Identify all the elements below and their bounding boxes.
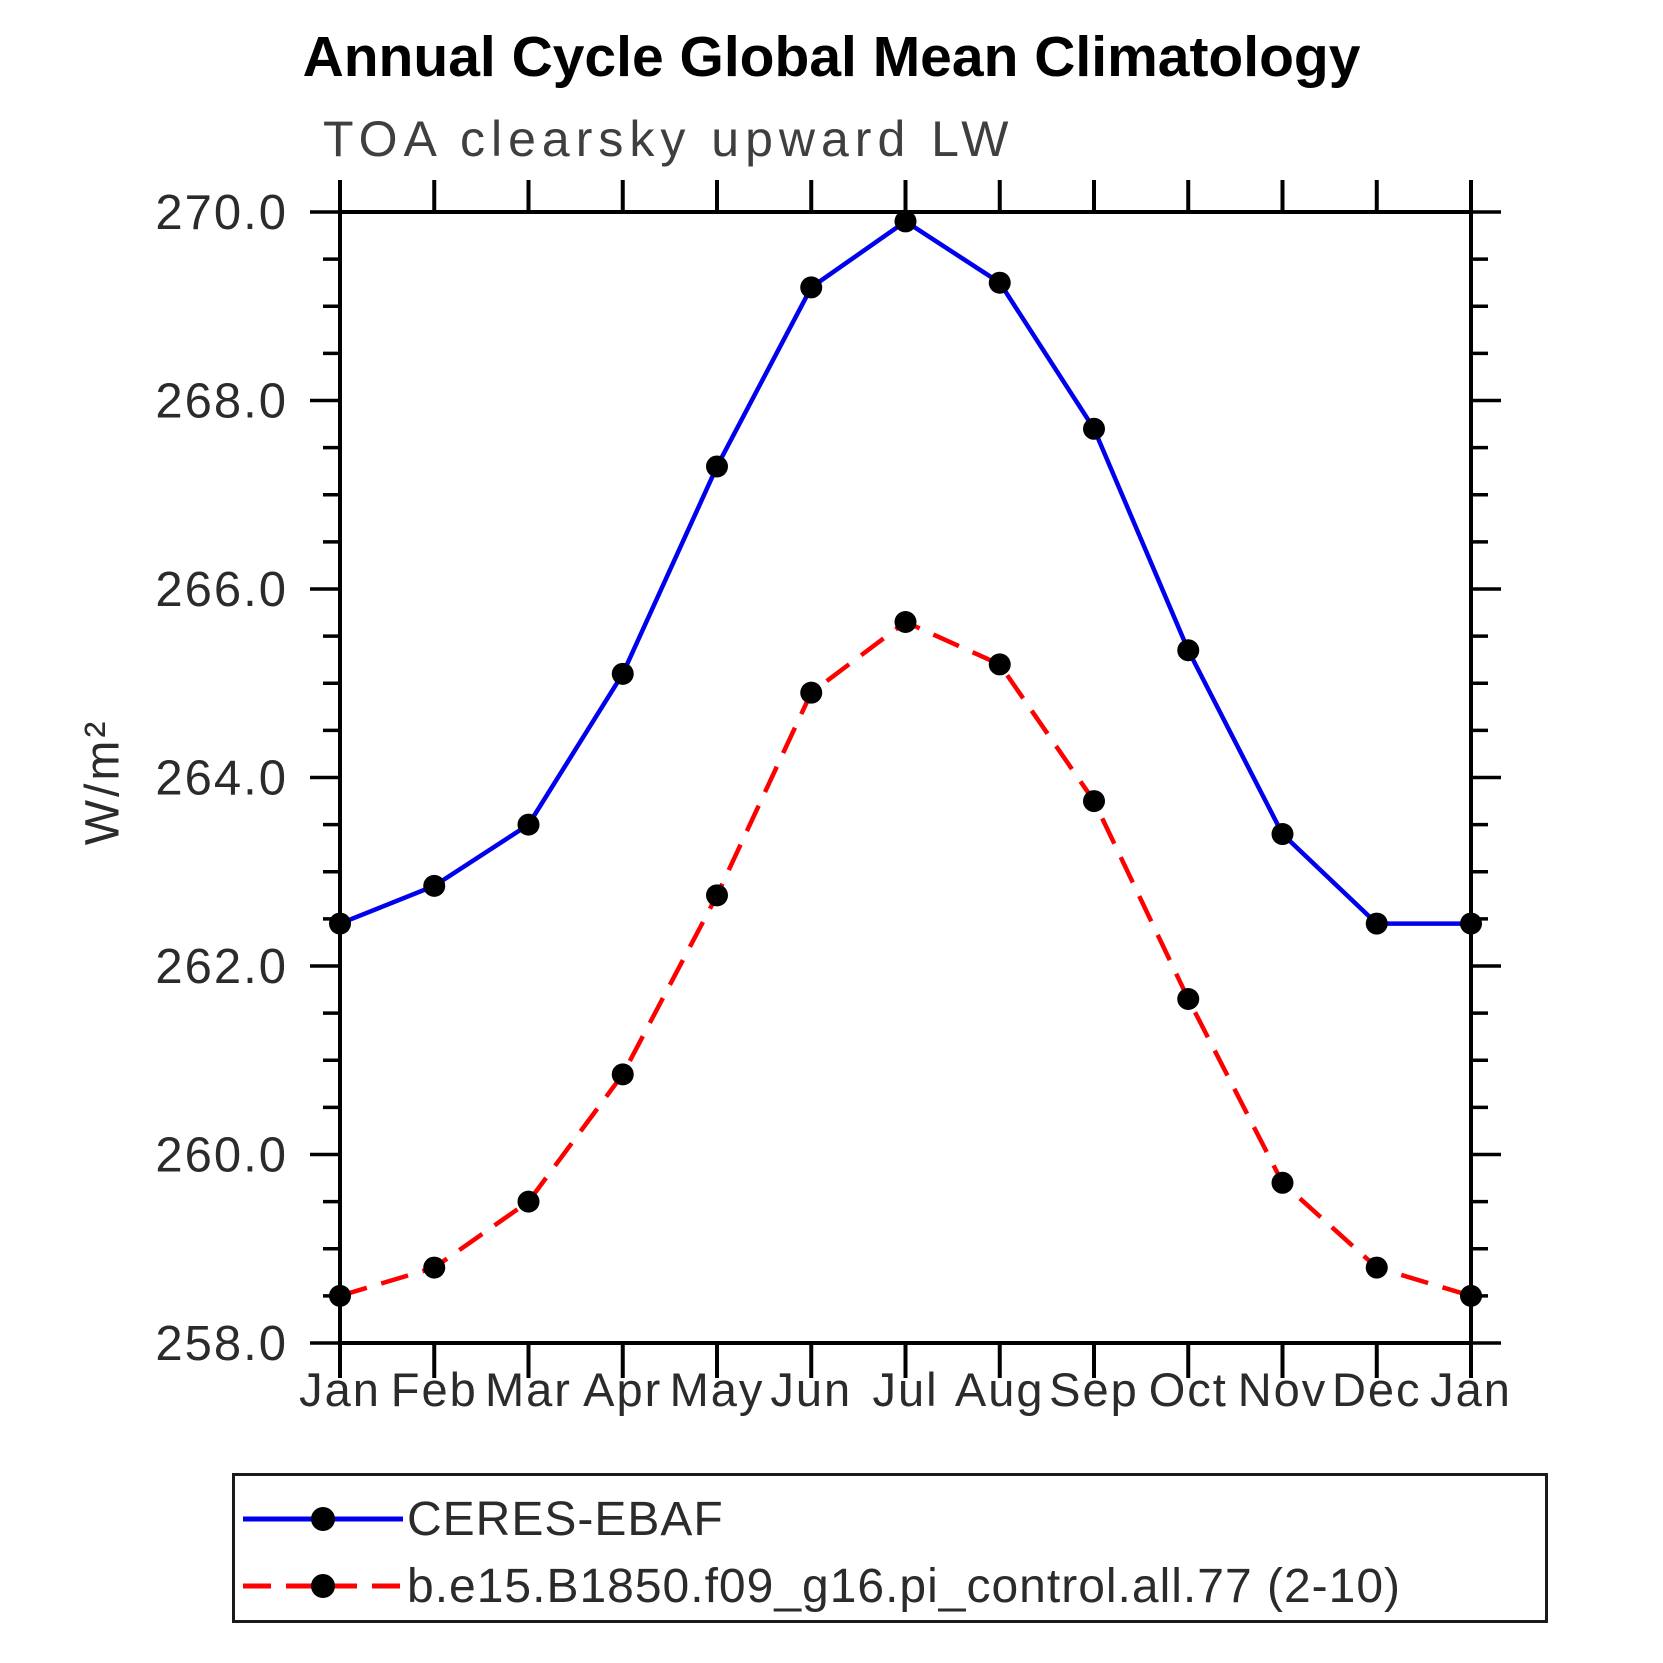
data-point (894, 210, 917, 233)
data-point (894, 610, 917, 633)
x-tick-label: Jul (872, 1363, 938, 1416)
data-point (517, 1190, 540, 1213)
x-axis-ticks (338, 180, 1473, 1378)
series-markers-1 (329, 610, 1482, 1307)
legend-entry-model: b.e15.B1850.f09_g16.pi_control.all.77 (2… (241, 1556, 1401, 1616)
y-tick-label: 264.0 (155, 752, 288, 806)
data-point (1083, 790, 1105, 813)
legend-label-model: b.e15.B1850.f09_g16.pi_control.all.77 (2… (407, 1559, 1402, 1613)
data-point (517, 813, 540, 836)
data-point (329, 1284, 351, 1307)
data-point (423, 874, 446, 897)
x-tick-label: Jan (1430, 1363, 1512, 1416)
chart-title: Annual Cycle Global Mean Climatology (302, 25, 1361, 89)
y-tick-label: 270.0 (155, 186, 288, 240)
data-point (1460, 912, 1482, 935)
series-markers-0 (329, 210, 1482, 935)
x-axis-tick-labels: Jan Feb Mar Apr May Jun Jul Aug Sep Oct Nov Dec Jan (299, 1363, 1512, 1416)
x-tick-label: Sep (1049, 1363, 1139, 1416)
x-tick-label: Mar (485, 1363, 572, 1416)
data-point (1271, 1171, 1294, 1194)
data-point (706, 455, 728, 478)
x-tick-label: Dec (1332, 1363, 1422, 1416)
x-tick-label: Feb (391, 1363, 478, 1416)
data-point (1365, 912, 1388, 935)
plot-frame (338, 210, 1473, 1345)
data-point (706, 884, 728, 907)
legend-entry-ceres-ebaf: CERES-EBAF (241, 1489, 724, 1549)
y-tick-label: 268.0 (155, 375, 288, 429)
data-point (800, 276, 823, 299)
data-point (1271, 823, 1294, 846)
data-point (1177, 639, 1200, 662)
series-line-1 (339, 619, 1472, 1299)
data-point (329, 912, 351, 935)
legend-box: CERES-EBAF b.e15.B1850.f09_g16.pi_contro… (232, 1473, 1548, 1623)
y-axis-ticks (310, 210, 1501, 1345)
legend-dashed-line-sample (243, 1574, 403, 1598)
y-axis-tick-labels: 258.0 260.0 262.0 264.0 266.0 268.0 270.0 (155, 186, 288, 1371)
x-tick-label: Jan (299, 1363, 381, 1416)
x-tick-label: May (670, 1363, 765, 1416)
legend-marker-dot (311, 1507, 335, 1531)
x-tick-label: Jun (770, 1363, 852, 1416)
y-tick-label: 262.0 (155, 940, 288, 994)
y-tick-label: 260.0 (155, 1129, 288, 1183)
data-point (988, 271, 1011, 294)
data-point (1177, 987, 1200, 1010)
data-point (1460, 1284, 1482, 1307)
data-point (611, 662, 634, 685)
legend-marker-dot (311, 1574, 335, 1598)
legend-label-ceres-ebaf: CERES-EBAF (407, 1492, 724, 1546)
data-point (423, 1256, 446, 1279)
x-tick-label: Nov (1238, 1363, 1328, 1416)
series-line-0 (339, 219, 1471, 926)
chart-subtitle: TOA clearsky upward LW (323, 111, 1015, 167)
x-tick-label: Apr (583, 1363, 662, 1416)
data-point (611, 1063, 634, 1086)
x-tick-label: Oct (1149, 1363, 1228, 1416)
data-point (988, 653, 1011, 676)
x-tick-label: Aug (955, 1363, 1045, 1416)
data-point (800, 681, 823, 704)
y-tick-label: 258.0 (155, 1317, 288, 1371)
y-tick-label: 266.0 (155, 563, 288, 617)
legend-solid-line-sample (243, 1507, 403, 1531)
data-point (1083, 417, 1105, 440)
data-point (1365, 1256, 1388, 1279)
